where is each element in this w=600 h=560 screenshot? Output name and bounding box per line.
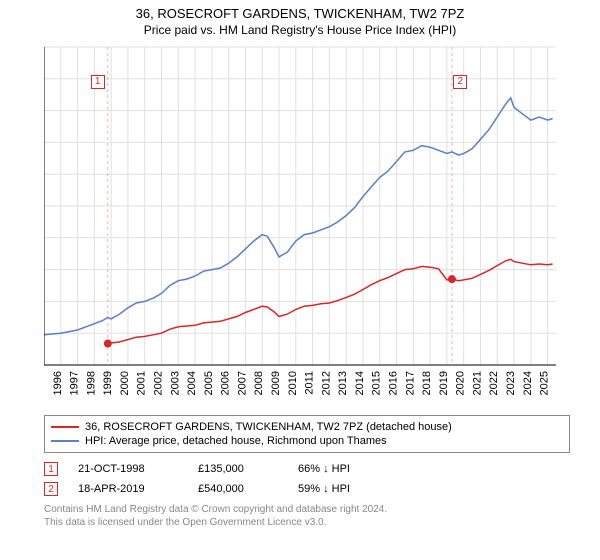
x-tick-label: 2012: [320, 371, 332, 395]
legend-swatch: [51, 440, 79, 442]
x-tick-label: 2002: [153, 371, 165, 395]
legend: 36, ROSECROFT GARDENS, TWICKENHAM, TW2 7…: [44, 415, 570, 453]
sale-diff: 66% ↓ HPI: [298, 463, 388, 475]
x-tick-label: 2023: [505, 371, 517, 395]
x-tick-label: 2011: [304, 371, 316, 395]
x-tick-label: 1995: [44, 371, 47, 395]
sale-marker: 2: [44, 482, 58, 496]
legend-label: HPI: Average price, detached house, Rich…: [85, 435, 387, 447]
sales-row: 2 18-APR-2019 £540,000 59% ↓ HPI: [44, 479, 570, 499]
x-tick-label: 2001: [136, 371, 148, 395]
x-tick-label: 2020: [455, 371, 467, 395]
x-tick-label: 2010: [287, 371, 299, 395]
x-tick-label: 2016: [388, 371, 400, 395]
x-tick-label: 2022: [488, 371, 500, 395]
sale-marker-label: 1: [91, 75, 105, 89]
x-tick-label: 2005: [203, 371, 215, 395]
sale-price: £135,000: [198, 463, 278, 475]
x-tick-label: 1996: [52, 371, 64, 395]
x-tick-label: 2014: [354, 371, 366, 395]
chart-subtitle: Price paid vs. HM Land Registry's House …: [0, 21, 600, 41]
chart-svg: £0£200K£400K£600K£800K£1M£1.2M£1.4M£1.6M…: [44, 41, 600, 411]
footnote: Contains HM Land Registry data © Crown c…: [44, 503, 570, 529]
x-tick-label: 2008: [253, 371, 265, 395]
sale-price: £540,000: [198, 483, 278, 495]
legend-swatch: [51, 426, 79, 428]
x-tick-label: 2017: [404, 371, 416, 395]
chart-title: 36, ROSECROFT GARDENS, TWICKENHAM, TW2 7…: [0, 0, 600, 21]
sale-dot: [104, 340, 112, 348]
x-tick-label: 2003: [169, 371, 181, 395]
sales-table: 1 21-OCT-1998 £135,000 66% ↓ HPI 2 18-APR-201…: [44, 459, 570, 499]
sale-dot: [448, 275, 456, 283]
chart-area: £0£200K£400K£600K£800K£1M£1.2M£1.4M£1.6M…: [44, 41, 600, 411]
x-tick-label: 2007: [236, 371, 248, 395]
footnote-line1: Contains HM Land Registry data © Crown c…: [44, 504, 387, 515]
x-tick-label: 2018: [421, 371, 433, 395]
x-tick-label: 2004: [186, 371, 198, 395]
legend-row: 36, ROSECROFT GARDENS, TWICKENHAM, TW2 7…: [51, 420, 563, 434]
legend-label: 36, ROSECROFT GARDENS, TWICKENHAM, TW2 7…: [85, 421, 452, 433]
x-tick-label: 2000: [119, 371, 131, 395]
x-tick-label: 2019: [438, 371, 450, 395]
x-tick-label: 1998: [85, 371, 97, 395]
x-tick-label: 2025: [539, 371, 551, 395]
footnote-line2: This data is licensed under the Open Gov…: [44, 517, 326, 528]
x-tick-label: 2009: [270, 371, 282, 395]
sale-date: 21-OCT-1998: [78, 463, 178, 475]
x-tick-label: 1999: [102, 371, 114, 395]
x-tick-label: 2021: [471, 371, 483, 395]
sales-row: 1 21-OCT-1998 £135,000 66% ↓ HPI: [44, 459, 570, 479]
x-tick-label: 2006: [220, 371, 232, 395]
sale-date: 18-APR-2019: [78, 483, 178, 495]
sale-marker: 1: [44, 462, 58, 476]
sale-marker-label: 2: [453, 75, 467, 89]
x-tick-label: 2013: [337, 371, 349, 395]
x-tick-label: 2015: [371, 371, 383, 395]
x-tick-label: 1997: [69, 371, 81, 395]
sale-diff: 59% ↓ HPI: [298, 483, 388, 495]
x-tick-label: 2024: [522, 371, 534, 395]
legend-row: HPI: Average price, detached house, Rich…: [51, 434, 563, 448]
